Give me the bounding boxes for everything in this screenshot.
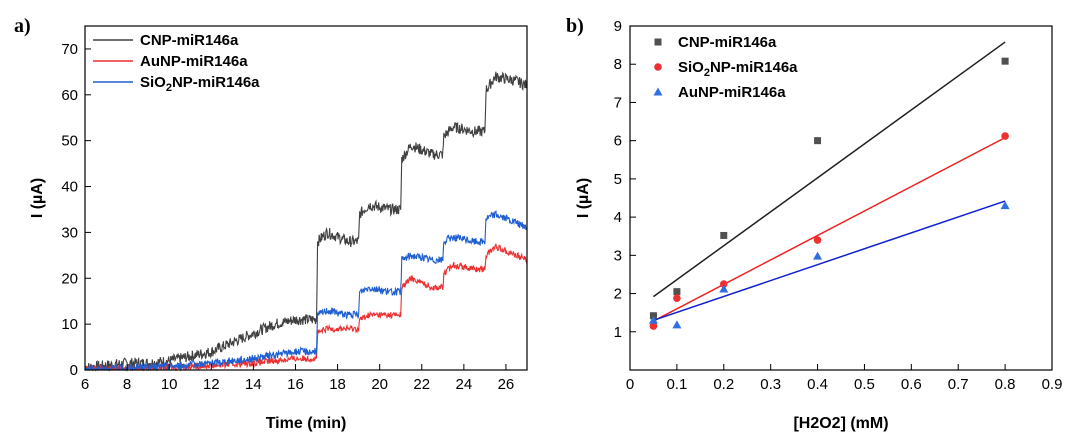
legend-entry: AuNP-miR146a xyxy=(678,84,786,101)
data-point-square xyxy=(1001,57,1009,65)
legend-entry: SiO2NP-miR146a xyxy=(140,74,260,94)
x-tick-label: 14 xyxy=(245,376,262,393)
x-tick-label: 20 xyxy=(371,376,388,393)
legend-entry: SiO2NP-miR146a xyxy=(678,59,798,79)
panel-b-label: b) xyxy=(566,15,584,37)
x-tick-label: 0.6 xyxy=(901,376,922,393)
panel-b-legend: CNP-miR146a SiO2NP-miR146a AuNP-miR146a xyxy=(653,34,798,101)
x-tick-label: 0 xyxy=(626,376,634,393)
data-point-triangle xyxy=(719,284,729,293)
data-point-circle xyxy=(649,322,658,330)
y-tick-label: 7 xyxy=(614,94,622,111)
x-tick-label: 24 xyxy=(456,376,473,393)
panel-a-legend: CNP-miR146a AuNP-miR146a SiO2NP-miR146a xyxy=(93,32,260,94)
data-point-circle xyxy=(719,280,728,288)
y-tick-label: 2 xyxy=(614,286,622,303)
y-tick-label: 4 xyxy=(614,209,622,226)
legend-text: CNP-miR146a xyxy=(140,32,239,49)
y-tick-label: 10 xyxy=(61,316,78,333)
legend-text: SiO xyxy=(140,74,166,91)
data-point-square xyxy=(720,231,728,239)
x-tick-label: 0.5 xyxy=(854,376,875,393)
y-tick-label: 70 xyxy=(61,41,78,58)
legend-subscript: 2 xyxy=(166,82,172,94)
legend-entry: CNP-miR146a xyxy=(678,34,777,51)
x-tick-label: 0.2 xyxy=(713,376,734,393)
series-line-cnp-mir146a xyxy=(84,71,528,371)
legend-text: AuNP-miR146a xyxy=(678,84,786,101)
panel-b-plot-area xyxy=(648,41,1010,330)
y-tick-label: 50 xyxy=(61,133,78,150)
panel-a-label: a) xyxy=(14,15,31,37)
legend-text: AuNP-miR146a xyxy=(140,53,248,70)
legend-text: CNP-miR146a xyxy=(678,34,777,51)
x-tick-label: 12 xyxy=(203,376,220,393)
x-tick-label: 0.1 xyxy=(666,376,687,393)
x-tick-label: 0.9 xyxy=(1042,376,1063,393)
fit-line xyxy=(653,200,1006,322)
panel-b-y-axis-label: I (µA) xyxy=(575,178,592,218)
panel-a-plot-area xyxy=(84,71,528,372)
legend-text: NP-miR146a xyxy=(710,59,798,76)
y-tick-label: 8 xyxy=(614,56,622,73)
x-tick-label: 26 xyxy=(498,376,515,393)
y-tick-label: 1 xyxy=(614,324,622,341)
panel-b-concentration-chart: b) 0 0.1 0.2 0.3 0.4 0.5 0.6 0.7 0.8 0.9 1 2 3 4 5 6 7 8… xyxy=(566,15,1062,432)
panel-b-x-ticks: 0 0.1 0.2 0.3 0.4 0.5 0.6 0.7 0.8 0.9 xyxy=(626,364,1063,393)
legend-text: NP-miR146a xyxy=(172,74,260,91)
x-tick-label: 22 xyxy=(413,376,430,393)
data-point-square xyxy=(654,38,662,46)
panel-a-y-axis-label: I (µA) xyxy=(29,178,46,218)
y-tick-label: 20 xyxy=(61,270,78,287)
panel-b-frame xyxy=(629,25,1053,371)
data-point-circle xyxy=(1001,132,1009,140)
x-tick-label: 8 xyxy=(123,376,131,393)
x-tick-label: 0.8 xyxy=(995,376,1016,393)
legend-text: SiO xyxy=(678,59,704,76)
y-tick-label: 40 xyxy=(61,179,78,196)
fit-line xyxy=(653,136,1006,322)
data-point-square xyxy=(649,312,657,320)
data-point-triangle xyxy=(672,320,682,329)
panel-a-frame xyxy=(84,25,528,371)
y-tick-label: 3 xyxy=(614,247,622,264)
x-tick-label: 6 xyxy=(81,376,89,393)
panel-b-y-ticks: 1 2 3 4 5 6 7 8 9 xyxy=(614,18,636,341)
x-tick-label: 0.3 xyxy=(760,376,781,393)
y-tick-label: 9 xyxy=(614,18,622,35)
legend-subscript: 2 xyxy=(704,67,710,79)
y-tick-label: 5 xyxy=(614,171,622,188)
data-point-circle xyxy=(813,236,822,244)
x-tick-label: 0.4 xyxy=(807,376,828,393)
legend-entry: CNP-miR146a xyxy=(140,32,239,49)
data-point-square xyxy=(814,137,822,145)
x-tick-label: 10 xyxy=(161,376,178,393)
y-tick-label: 0 xyxy=(70,362,78,379)
panel-a-y-ticks: 0 10 20 30 40 50 60 70 xyxy=(61,41,91,379)
data-point-triangle xyxy=(648,315,658,324)
y-tick-label: 60 xyxy=(61,87,78,104)
panel-a-time-current-chart: a) 6 8 10 12 14 16 18 20 22 24 26 010203040506070 … xyxy=(14,15,528,432)
y-tick-label: 6 xyxy=(614,133,622,150)
data-point-circle xyxy=(654,63,662,71)
data-point-circle xyxy=(673,294,681,302)
data-point-triangle xyxy=(813,251,823,260)
legend-entry: AuNP-miR146a xyxy=(140,53,248,70)
x-tick-label: 0.7 xyxy=(948,376,969,393)
fit-line xyxy=(653,41,1006,298)
data-point-triangle xyxy=(653,87,663,96)
series-line-sio2np-mir146a xyxy=(84,209,528,372)
data-point-square xyxy=(673,288,681,296)
data-point-triangle xyxy=(1000,201,1010,210)
y-tick-label: 30 xyxy=(61,224,78,241)
panel-b-x-axis-label: [H2O2] (mM) xyxy=(793,415,888,432)
x-tick-label: 18 xyxy=(329,376,346,393)
panel-a-x-axis-label: Time (min) xyxy=(266,415,347,432)
panel-a-x-ticks: 6 8 10 12 14 16 18 20 22 24 26 xyxy=(81,364,514,393)
x-tick-label: 16 xyxy=(287,376,304,393)
